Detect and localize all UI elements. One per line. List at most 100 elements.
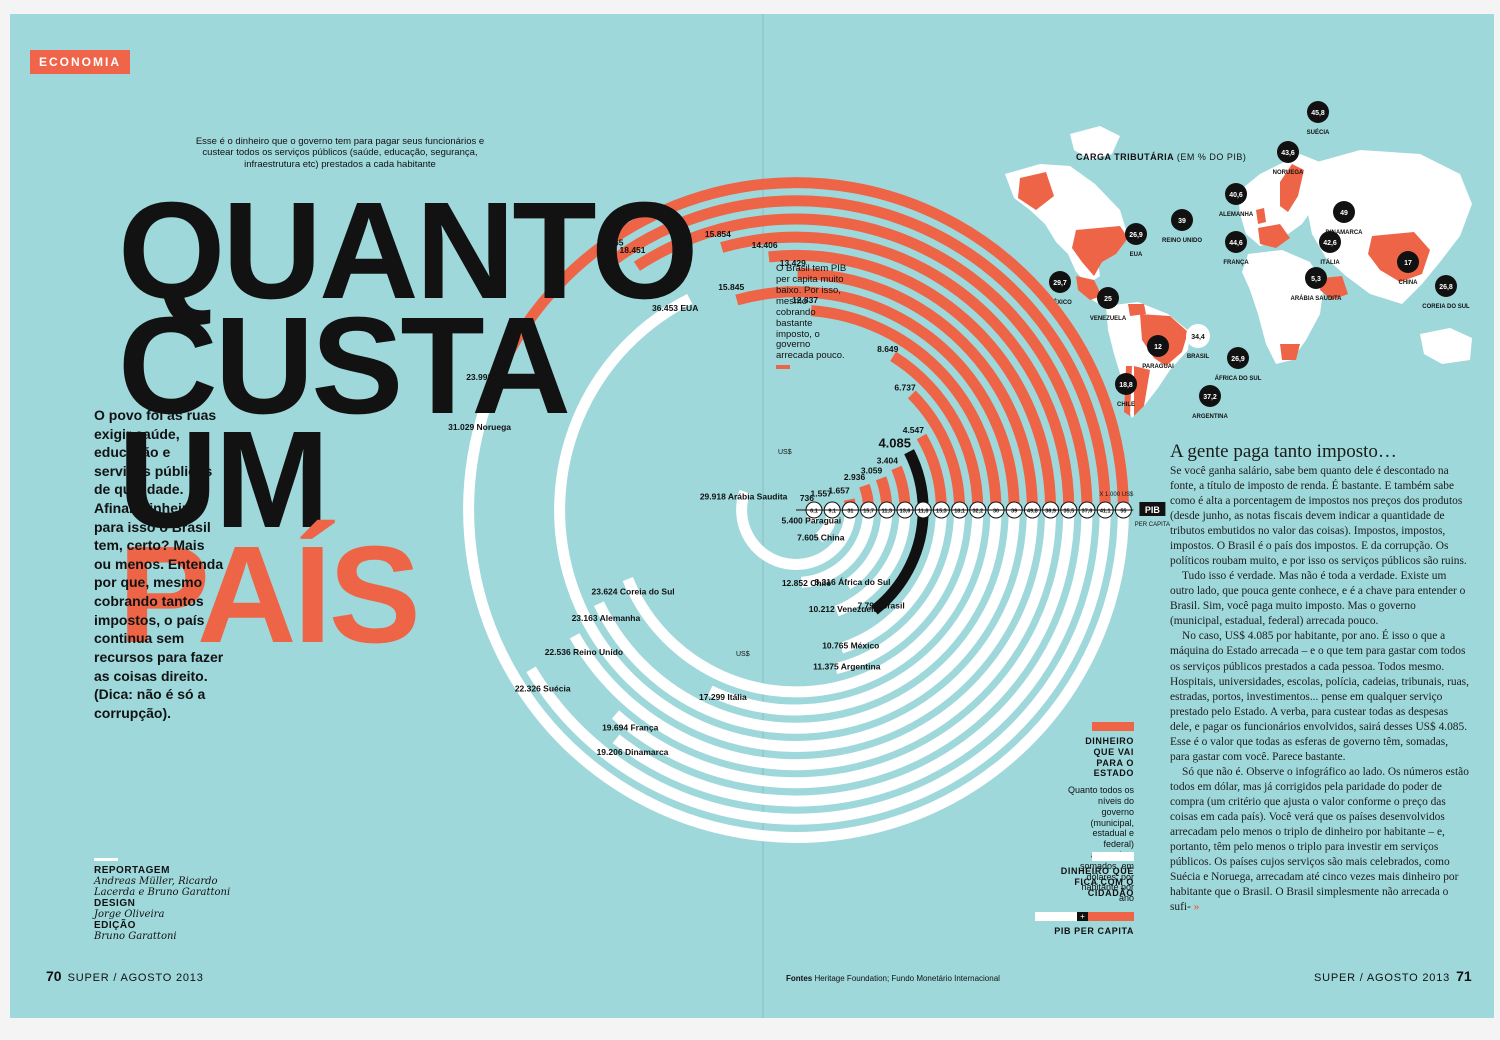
map-marker-value: 40,6 xyxy=(1229,192,1243,199)
brasil-note-bar xyxy=(776,365,790,370)
continue-arrow-icon[interactable]: » xyxy=(1193,901,1200,914)
map-marker-label: ALEMANHA xyxy=(1219,212,1254,218)
brasil-note-text: O Brasil tem PIB per capita muito baixo.… xyxy=(776,263,847,362)
footer-left: 70 SUPER / AGOSTO 2013 xyxy=(40,968,204,984)
map-marker-label: COREIA DO SUL xyxy=(1422,304,1470,310)
credits-rule xyxy=(94,858,118,861)
section-tag[interactable]: ECONOMIA xyxy=(30,50,130,74)
map-marker[interactable] xyxy=(1227,347,1249,369)
map-marker[interactable] xyxy=(1225,231,1247,253)
govt-label: 3.404 xyxy=(877,455,899,465)
citizen-arc-10 xyxy=(707,509,1002,716)
citizen-label: 36.453 EUA xyxy=(652,303,698,313)
citizen-arc-17 xyxy=(463,402,1129,843)
map-marker[interactable] xyxy=(1397,251,1419,273)
govt-label: 4.547 xyxy=(903,425,925,435)
map-marker[interactable] xyxy=(1277,141,1299,163)
citizen-arc-2 xyxy=(736,489,856,570)
citizen-arc-7 xyxy=(839,509,947,654)
greenland-shape xyxy=(1070,126,1120,160)
world-map: 45,8 SUÉCIA 43,6 NORUEGA 49 DINAMARCA 40,6 ALEM… xyxy=(1005,101,1472,420)
map-marker[interactable] xyxy=(1171,209,1193,231)
credit-label: DESIGN xyxy=(94,898,136,909)
legend-govt-desc: Quanto todos os níveis do governo (munic… xyxy=(1067,785,1134,904)
map-marker-label: EUA xyxy=(1130,252,1143,258)
map-marker[interactable] xyxy=(1305,267,1327,289)
govt-arc-16 xyxy=(611,195,1111,511)
map-marker[interactable] xyxy=(1097,287,1119,309)
citizen-label: 12.852 Chile xyxy=(782,578,831,588)
saudi-shape xyxy=(1320,276,1348,300)
govt-label: 6.737 xyxy=(894,383,916,393)
pib-tick-label: 18,1 xyxy=(954,509,965,515)
usa-shape xyxy=(1072,226,1128,276)
article-paragraph: No caso, US$ 4.085 por habitante, por an… xyxy=(1170,630,1469,763)
map-marker[interactable] xyxy=(1049,271,1071,293)
map-marker-label: NORUEGA xyxy=(1273,170,1304,176)
pib-tick-label: 36,9 xyxy=(1045,509,1056,515)
map-marker-value: 25 xyxy=(1104,296,1112,303)
credit-label: EDIÇÃO xyxy=(94,920,136,931)
alaska-shape xyxy=(1018,172,1054,210)
venezuela-shape xyxy=(1128,304,1146,316)
map-marker[interactable] xyxy=(1333,201,1355,223)
citizen-label: 22.326 Suécia xyxy=(515,683,571,693)
govt-label: 8.649 xyxy=(877,344,899,354)
pib-tick-label: 15,3 xyxy=(936,509,947,515)
govt-arc-10 xyxy=(810,305,1002,511)
govt-label: 1.557 xyxy=(811,489,833,499)
map-marker-label: ITÁLIA xyxy=(1320,259,1340,266)
govt-arc-15 xyxy=(633,213,1093,511)
chart-note: Esse é o dinheiro que o governo tem para… xyxy=(195,136,485,170)
credit-names: Lacerda e Bruno Garattoni xyxy=(94,887,231,898)
pib-tick-label: 15,7 xyxy=(863,509,874,515)
citizen-label: 19.206 Dinamarca xyxy=(597,747,669,757)
map-marker-value: 37,2 xyxy=(1203,394,1217,401)
pib-tick-label: 41,1 xyxy=(1100,509,1111,515)
map-marker-value: 5,3 xyxy=(1311,276,1321,283)
map-marker[interactable] xyxy=(1147,335,1169,357)
legend-pib-swatch: + xyxy=(1034,912,1134,921)
map-marker-label: MÉXICO xyxy=(1048,298,1072,306)
citizen-arc-8 xyxy=(834,509,966,675)
map-marker-value: 45,8 xyxy=(1311,110,1325,117)
map-marker[interactable] xyxy=(1186,324,1210,348)
credit-names: Jorge Oliveira xyxy=(94,909,165,920)
headline-line-2: CUSTA xyxy=(118,288,571,443)
credit-line: REPORTAGEM xyxy=(94,865,230,876)
citizen-label: 7.605 China xyxy=(797,532,845,542)
map-marker-label: SUÉCIA xyxy=(1307,128,1330,136)
govt-label: 736 xyxy=(800,493,814,503)
asia-shape xyxy=(1306,150,1472,304)
south-africa-shape xyxy=(1280,344,1300,360)
map-marker[interactable] xyxy=(1319,231,1341,253)
pib-tick-label: 31 xyxy=(847,509,853,515)
map-marker[interactable] xyxy=(1125,223,1147,245)
currency-top: US$ xyxy=(778,449,792,456)
pib-tick-label: 11,3 xyxy=(882,509,892,515)
map-marker-label: BRASIL xyxy=(1187,354,1210,360)
article: A gente paga tanto imposto… Se você ganh… xyxy=(1170,441,1470,915)
citizen-arc-4 xyxy=(844,509,893,590)
chart-labels: 736 5.400 Paraguai 1.557 7.605 China 1.657 29… xyxy=(448,229,924,757)
pib-sublabel: PER CAPITA xyxy=(1135,522,1170,528)
citizen-label: 7.790 Brasil xyxy=(857,601,904,611)
govt-arc-13 xyxy=(768,249,1057,511)
map-marker-value: 17 xyxy=(1404,260,1412,267)
map-marker-value: 39 xyxy=(1178,218,1186,225)
map-marker[interactable] xyxy=(1307,101,1329,123)
map-marker-value: 42,6 xyxy=(1323,240,1337,247)
pib-tick-label: 9,1 xyxy=(828,509,836,515)
sources-label: Fontes xyxy=(786,974,813,983)
govt-label: 14.406 xyxy=(752,240,778,250)
map-marker[interactable] xyxy=(1435,275,1457,297)
citizen-label: 29.918 Arábia Saudita xyxy=(700,491,788,501)
map-marker[interactable] xyxy=(1225,183,1247,205)
map-marker-value: 12 xyxy=(1154,344,1162,351)
govt-arc-12 xyxy=(797,268,1038,511)
map-marker[interactable] xyxy=(1199,385,1221,407)
headline-line-3: UM xyxy=(118,403,330,558)
page-gutter xyxy=(762,14,764,1018)
map-marker[interactable] xyxy=(1115,373,1137,395)
